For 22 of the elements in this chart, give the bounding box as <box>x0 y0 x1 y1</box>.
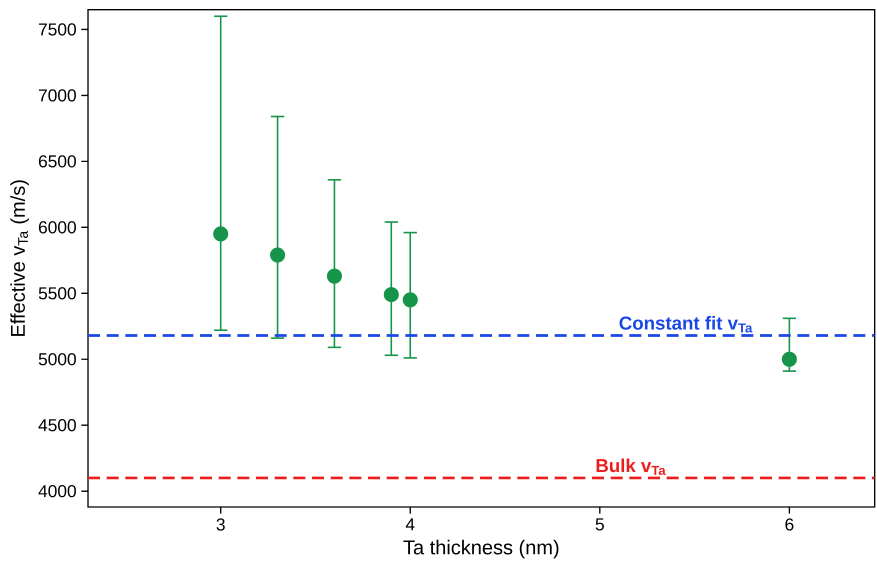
point <box>402 292 418 308</box>
y-tick-label: 6000 <box>38 221 76 234</box>
ref-line-label: Constant fit v$_{Ta}$ <box>620 316 752 333</box>
y-tick-label: 7500 <box>38 23 76 36</box>
x-tick-label: 5 <box>596 518 604 530</box>
x-tick-label: 6 <box>785 518 794 531</box>
y-axis-title: Effective v$_{Ta}$ (m/s) <box>10 180 29 336</box>
point <box>782 352 797 367</box>
ref-line-label: Bulk v$_{Ta}$ <box>596 458 666 476</box>
point <box>270 247 286 263</box>
y-tick-label: 7000 <box>38 89 76 102</box>
point <box>384 287 399 302</box>
x-tick-label: 3 <box>216 518 225 531</box>
point <box>326 268 342 284</box>
x-axis-title: Ta thickness (nm) <box>403 540 558 558</box>
y-tick-label: 6500 <box>38 155 76 168</box>
point <box>213 226 228 242</box>
y-tick-label: 4500 <box>38 419 76 432</box>
y-tick-label: 5500 <box>38 287 76 300</box>
y-tick-label: 4000 <box>38 485 76 498</box>
y-tick-label: 5000 <box>38 353 76 366</box>
x-tick-label: 4 <box>406 518 415 530</box>
